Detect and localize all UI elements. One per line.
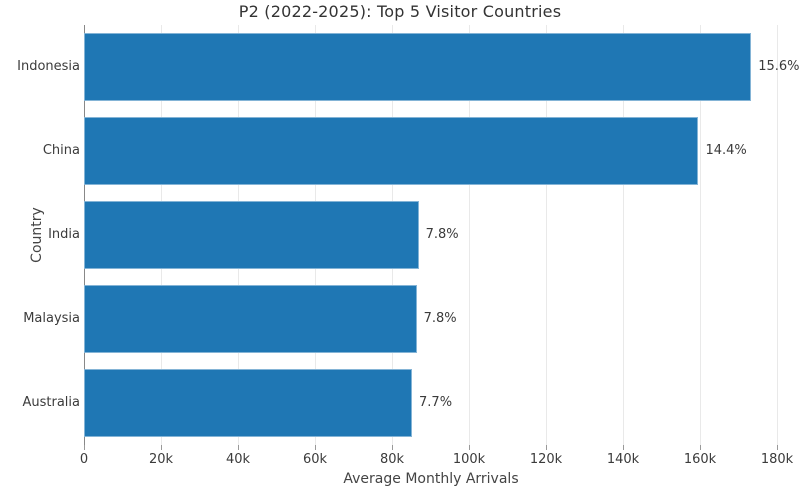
y-tick-label-india: India: [48, 227, 80, 242]
gridline: [622, 25, 624, 445]
bar-value-label: 14.4%: [705, 143, 747, 158]
bar-india: [84, 201, 419, 269]
bar-value-label: 15.6%: [758, 59, 800, 74]
x-tick-mark: [699, 445, 701, 450]
x-tick-mark: [83, 445, 85, 450]
x-tick-mark: [545, 445, 547, 450]
x-tick-mark: [622, 445, 624, 450]
y-tick-label-australia: Australia: [22, 395, 80, 410]
x-tick-label: 40k: [225, 452, 251, 467]
y-tick-label-indonesia: Indonesia: [17, 59, 80, 74]
x-tick-label: 60k: [302, 452, 328, 467]
x-tick-mark: [776, 445, 778, 450]
x-axis-title: Average Monthly Arrivals: [343, 471, 519, 487]
chart-title: P2 (2022-2025): Top 5 Visitor Countries: [238, 2, 562, 21]
y-tick-label-malaysia: Malaysia: [23, 311, 80, 326]
bar-value-label: 7.7%: [419, 395, 453, 410]
bar-indonesia: [84, 33, 752, 101]
gridline: [699, 25, 701, 445]
gridline: [468, 25, 470, 445]
y-axis-title: Country: [29, 207, 45, 263]
bar-value-label: 7.8%: [425, 227, 459, 242]
x-tick-label: 100k: [452, 452, 486, 467]
x-tick-mark: [468, 445, 470, 450]
x-tick-label: 180k: [760, 452, 794, 467]
x-tick-mark: [314, 445, 316, 450]
x-tick-label: 20k: [148, 452, 174, 467]
x-tick-label: 120k: [529, 452, 563, 467]
bar-malaysia: [84, 285, 417, 353]
x-tick-label: 140k: [606, 452, 640, 467]
x-tick-label: 80k: [379, 452, 405, 467]
x-tick-label: 160k: [683, 452, 717, 467]
y-tick-label-china: China: [42, 143, 80, 158]
gridline: [545, 25, 547, 445]
x-tick-label: 0: [79, 452, 89, 467]
x-tick-mark: [237, 445, 239, 450]
gridline: [776, 25, 778, 445]
plot-area: 15.6% 14.4% 7.8% 7.8% 7.7%: [84, 25, 800, 445]
bar-australia: [84, 369, 413, 437]
x-tick-mark: [160, 445, 162, 450]
x-tick-mark: [391, 445, 393, 450]
bar-value-label: 7.8%: [423, 311, 457, 326]
bar-china: [84, 117, 699, 185]
